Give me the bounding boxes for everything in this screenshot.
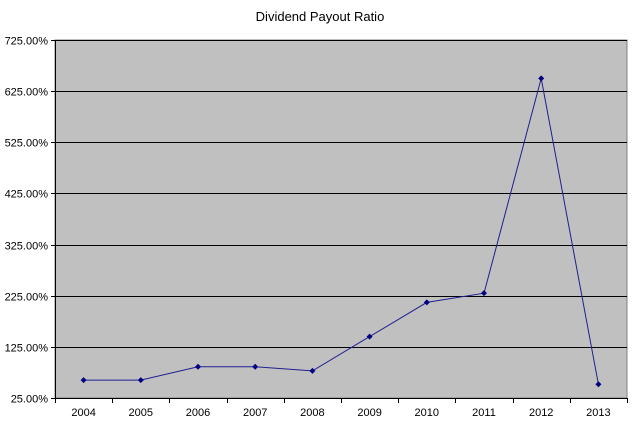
x-tick-label: 2010 <box>415 407 439 419</box>
x-tick-label: 2008 <box>300 407 324 419</box>
y-tick-label: 225.00% <box>5 292 49 304</box>
y-tick-label: 125.00% <box>5 343 49 355</box>
y-tick-label: 325.00% <box>5 241 49 253</box>
series-line <box>83 78 599 385</box>
x-tick-label: 2012 <box>529 407 553 419</box>
plot-area <box>54 39 628 399</box>
y-tick-label: 25.00% <box>11 394 49 406</box>
data-point <box>195 363 201 370</box>
data-point <box>80 377 87 384</box>
y-tick-label: 725.00% <box>5 36 49 48</box>
data-point <box>309 367 316 374</box>
x-tick-label: 2013 <box>586 407 610 419</box>
x-tick-label: 2004 <box>71 407 95 419</box>
chart-title: Dividend Payout Ratio <box>255 9 385 24</box>
data-point <box>481 290 487 297</box>
x-tick-label: 2011 <box>472 407 496 419</box>
y-tick-label: 425.00% <box>5 189 49 201</box>
data-point <box>423 299 430 306</box>
data-point <box>538 75 545 82</box>
y-tick-label: 625.00% <box>5 87 49 99</box>
data-point <box>595 381 602 388</box>
x-tick-label: 2007 <box>243 407 267 419</box>
x-tick-label: 2006 <box>186 407 210 419</box>
data-point <box>366 333 373 340</box>
x-tick-label: 2009 <box>357 407 381 419</box>
data-point <box>137 377 144 384</box>
data-point <box>252 363 259 370</box>
y-tick-label: 525.00% <box>5 138 49 150</box>
x-tick-label: 2005 <box>129 407 153 419</box>
